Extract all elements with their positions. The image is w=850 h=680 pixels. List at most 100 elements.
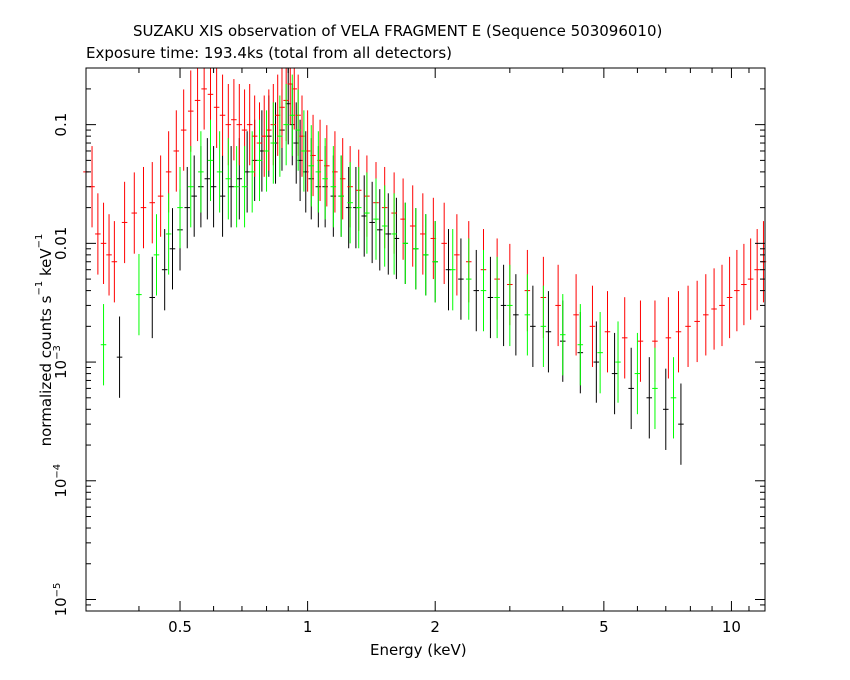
y-axis-label-sup1: −1 <box>34 280 45 296</box>
data-point <box>100 202 107 285</box>
data-point <box>187 146 194 228</box>
x-tick: 2 <box>430 68 440 636</box>
data-point <box>711 268 717 350</box>
data-point <box>219 74 226 156</box>
data-point <box>364 172 370 254</box>
data-point <box>169 208 176 290</box>
data-point <box>177 166 183 249</box>
data-point <box>373 178 379 260</box>
data-point <box>201 68 207 130</box>
data-point <box>473 249 480 332</box>
data-point <box>589 285 596 367</box>
x-tick: 10 <box>722 68 741 636</box>
data-point <box>391 193 397 275</box>
data-point <box>524 274 531 356</box>
data-point <box>295 89 301 171</box>
data-point <box>652 347 658 430</box>
data-point <box>754 229 760 311</box>
data-point <box>615 321 621 403</box>
x-tick-label: 1 <box>303 618 313 636</box>
data-point <box>507 264 513 347</box>
data-point <box>402 202 409 285</box>
data-point <box>611 332 618 415</box>
y-tick-label: 10−5 <box>52 583 70 617</box>
y-tick-label: 0.1 <box>52 113 70 137</box>
series-layer <box>83 68 767 465</box>
data-point <box>500 264 507 347</box>
data-point <box>494 256 500 339</box>
data-point <box>191 155 197 237</box>
y-tick: 0.01 <box>52 227 765 260</box>
data-point <box>355 166 362 249</box>
y-tick: 10−3 <box>52 345 765 379</box>
data-point <box>432 221 438 303</box>
data-point <box>480 249 487 332</box>
data-point <box>747 238 754 320</box>
data-point <box>283 83 289 166</box>
chart-subtitle: Exposure time: 193.4ks (total from all d… <box>86 44 453 62</box>
series-2 <box>100 74 677 439</box>
data-point <box>330 146 337 228</box>
y-tick: 10−4 <box>52 464 765 498</box>
y-tick-label: 10−3 <box>52 345 70 379</box>
data-point <box>207 119 214 202</box>
x-tick-label: 2 <box>430 618 440 636</box>
data-point <box>161 229 168 311</box>
data-point <box>734 249 740 332</box>
data-point <box>233 146 240 228</box>
data-point <box>213 68 220 148</box>
data-point <box>277 95 283 177</box>
data-point <box>259 110 265 192</box>
data-point <box>225 138 232 220</box>
plot-frame <box>85 67 766 612</box>
data-point <box>157 155 164 237</box>
data-point <box>560 294 566 376</box>
y-tick: 10−5 <box>52 583 765 617</box>
data-point <box>116 316 123 398</box>
data-point <box>249 131 255 213</box>
data-point <box>604 291 611 373</box>
data-point <box>173 110 180 192</box>
y-axis-label-sup2: −1 <box>34 233 45 249</box>
data-point <box>665 297 672 379</box>
y-tick-label: 0.01 <box>52 227 70 260</box>
data-point <box>628 347 634 430</box>
data-point <box>670 357 677 439</box>
y-axis-label: normalized counts s−1 keV−1 <box>34 233 55 447</box>
y-tick: 0.1 <box>52 113 765 137</box>
data-point <box>106 214 112 296</box>
data-point <box>149 256 156 339</box>
data-point <box>184 166 190 249</box>
data-point <box>634 332 641 415</box>
data-point <box>140 166 147 249</box>
y-axis-label-prefix: normalized counts s <box>37 295 55 447</box>
data-point <box>487 256 494 339</box>
data-point <box>187 70 194 152</box>
data-point <box>573 274 579 356</box>
series-0 <box>116 68 684 465</box>
x-tick-label: 0.5 <box>168 618 192 636</box>
data-point <box>149 162 156 244</box>
data-point <box>165 193 172 275</box>
data-point <box>308 125 314 207</box>
data-point <box>322 138 328 220</box>
data-point <box>270 102 277 184</box>
data-point <box>420 193 426 275</box>
x-tick: 1 <box>303 68 313 636</box>
data-point <box>597 312 603 394</box>
data-point <box>198 131 204 213</box>
data-point <box>180 89 187 171</box>
x-tick: 5 <box>599 68 609 636</box>
data-point <box>361 175 367 257</box>
data-point <box>422 214 429 296</box>
data-point <box>678 383 684 465</box>
data-point <box>338 155 344 237</box>
data-point <box>244 131 250 213</box>
data-point <box>131 172 138 254</box>
data-point <box>210 146 217 228</box>
x-tick: 0.5 <box>168 68 192 636</box>
data-point <box>513 274 519 356</box>
data-point <box>458 238 464 320</box>
data-point <box>315 131 322 213</box>
data-point <box>256 119 263 202</box>
